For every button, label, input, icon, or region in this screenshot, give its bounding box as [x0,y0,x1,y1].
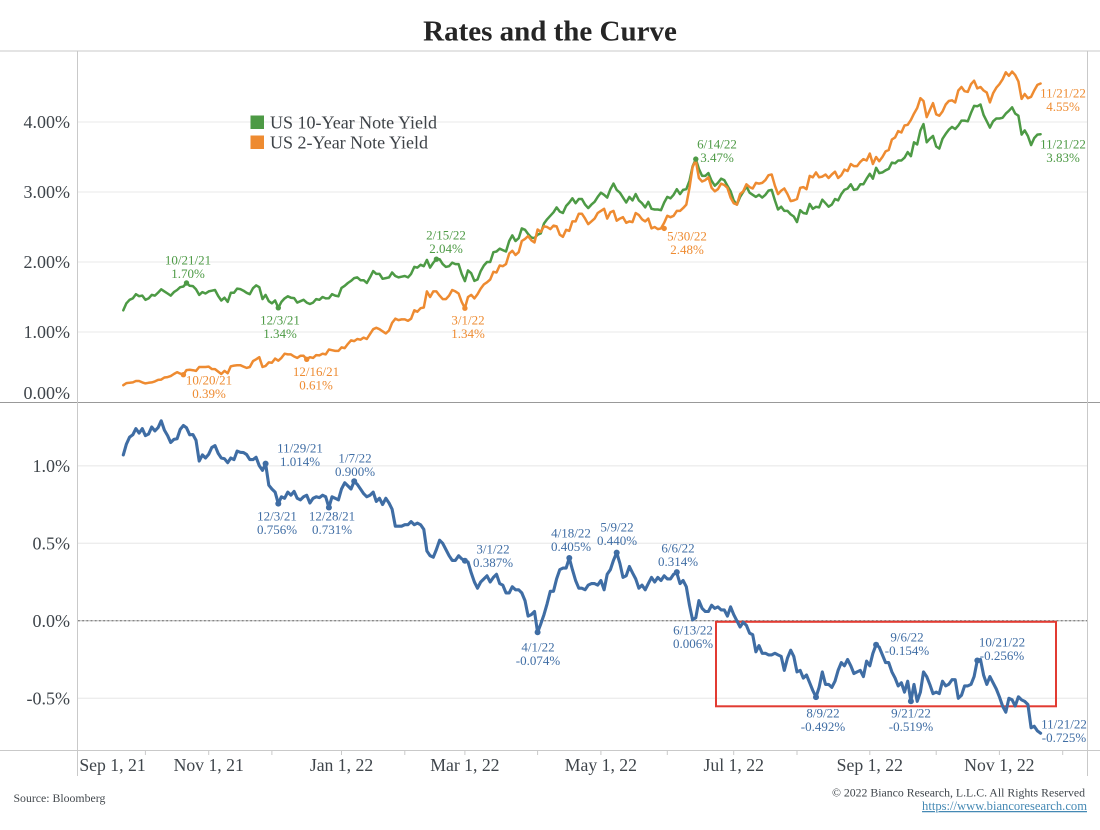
svg-text:11/29/21: 11/29/21 [277,441,323,456]
svg-text:0.440%: 0.440% [597,533,637,548]
svg-text:https://www.biancoresearch.com: https://www.biancoresearch.com [922,799,1087,813]
svg-text:-0.5%: -0.5% [27,688,71,708]
svg-text:1.00%: 1.00% [24,322,71,342]
svg-text:9/21/22: 9/21/22 [891,706,931,721]
svg-text:12/28/21: 12/28/21 [309,509,355,524]
svg-text:5/30/22: 5/30/22 [667,229,707,244]
svg-text:0.387%: 0.387% [473,555,513,570]
svg-text:4/1/22: 4/1/22 [521,640,554,655]
svg-text:Rates and the Curve: Rates and the Curve [423,16,677,48]
svg-text:1.0%: 1.0% [33,456,71,476]
svg-text:12/3/21: 12/3/21 [260,313,300,328]
svg-text:0.731%: 0.731% [312,522,352,537]
svg-text:5/9/22: 5/9/22 [600,520,633,535]
svg-text:1.70%: 1.70% [171,266,205,281]
svg-text:4/18/22: 4/18/22 [551,526,591,541]
svg-text:6/14/22: 6/14/22 [697,137,737,152]
svg-text:11/21/22: 11/21/22 [1040,137,1086,152]
svg-text:Sep 1, 22: Sep 1, 22 [837,755,903,775]
svg-text:0.900%: 0.900% [335,464,375,479]
svg-text:0.00%: 0.00% [24,383,71,403]
svg-text:0.314%: 0.314% [658,554,698,569]
svg-text:3.47%: 3.47% [700,150,734,165]
svg-text:1.34%: 1.34% [263,326,297,341]
svg-text:1.014%: 1.014% [280,454,320,469]
svg-text:-0.074%: -0.074% [516,653,561,668]
svg-text:3.00%: 3.00% [24,182,71,202]
svg-text:0.5%: 0.5% [33,533,71,553]
svg-text:8/9/22: 8/9/22 [806,706,839,721]
svg-text:1/7/22: 1/7/22 [338,451,371,466]
svg-text:Source: Bloomberg: Source: Bloomberg [14,791,106,805]
svg-text:2.00%: 2.00% [24,252,71,272]
svg-text:2.48%: 2.48% [670,242,704,257]
svg-text:Jan 1, 22: Jan 1, 22 [310,755,373,775]
svg-text:-0.492%: -0.492% [801,719,846,734]
svg-text:6/13/22: 6/13/22 [673,623,713,638]
svg-text:11/21/22: 11/21/22 [1040,86,1086,101]
svg-text:4.00%: 4.00% [24,112,71,132]
svg-text:0.405%: 0.405% [551,539,591,554]
svg-text:1.34%: 1.34% [451,326,485,341]
svg-text:-0.256%: -0.256% [980,648,1025,663]
svg-text:0.0%: 0.0% [33,611,71,631]
svg-text:0.39%: 0.39% [192,386,226,401]
svg-text:-0.519%: -0.519% [889,719,934,734]
svg-text:0.61%: 0.61% [299,377,333,392]
svg-text:US 2-Year Note Yield: US 2-Year Note Yield [270,133,428,153]
svg-text:9/6/22: 9/6/22 [890,630,923,645]
svg-text:12/16/21: 12/16/21 [293,364,339,379]
svg-text:2.04%: 2.04% [429,241,463,256]
svg-text:Sep 1, 21: Sep 1, 21 [79,755,145,775]
svg-text:May 1, 22: May 1, 22 [565,755,637,775]
svg-text:12/3/21: 12/3/21 [257,509,297,524]
svg-text:-0.154%: -0.154% [885,643,930,658]
svg-text:0.756%: 0.756% [257,522,297,537]
svg-text:0.006%: 0.006% [673,636,713,651]
svg-text:11/21/22: 11/21/22 [1041,717,1087,732]
svg-text:10/21/21: 10/21/21 [165,253,211,268]
svg-text:10/20/21: 10/20/21 [186,373,232,388]
svg-text:6/6/22: 6/6/22 [661,541,694,556]
svg-text:3.83%: 3.83% [1046,150,1080,165]
svg-text:10/21/22: 10/21/22 [979,635,1025,650]
svg-text:Nov 1, 22: Nov 1, 22 [964,755,1034,775]
svg-text:3/1/22: 3/1/22 [476,542,509,557]
svg-text:Mar 1, 22: Mar 1, 22 [430,755,499,775]
svg-text:Nov 1, 21: Nov 1, 21 [174,755,244,775]
svg-text:-0.725%: -0.725% [1042,730,1087,745]
svg-text:3/1/22: 3/1/22 [451,313,484,328]
svg-text:4.55%: 4.55% [1046,99,1080,114]
svg-text:© 2022 Bianco Research, L.L.C.: © 2022 Bianco Research, L.L.C. All Right… [832,786,1085,800]
svg-text:US 10-Year Note Yield: US 10-Year Note Yield [270,113,437,133]
svg-text:2/15/22: 2/15/22 [426,228,466,243]
svg-text:Jul 1, 22: Jul 1, 22 [703,755,763,775]
